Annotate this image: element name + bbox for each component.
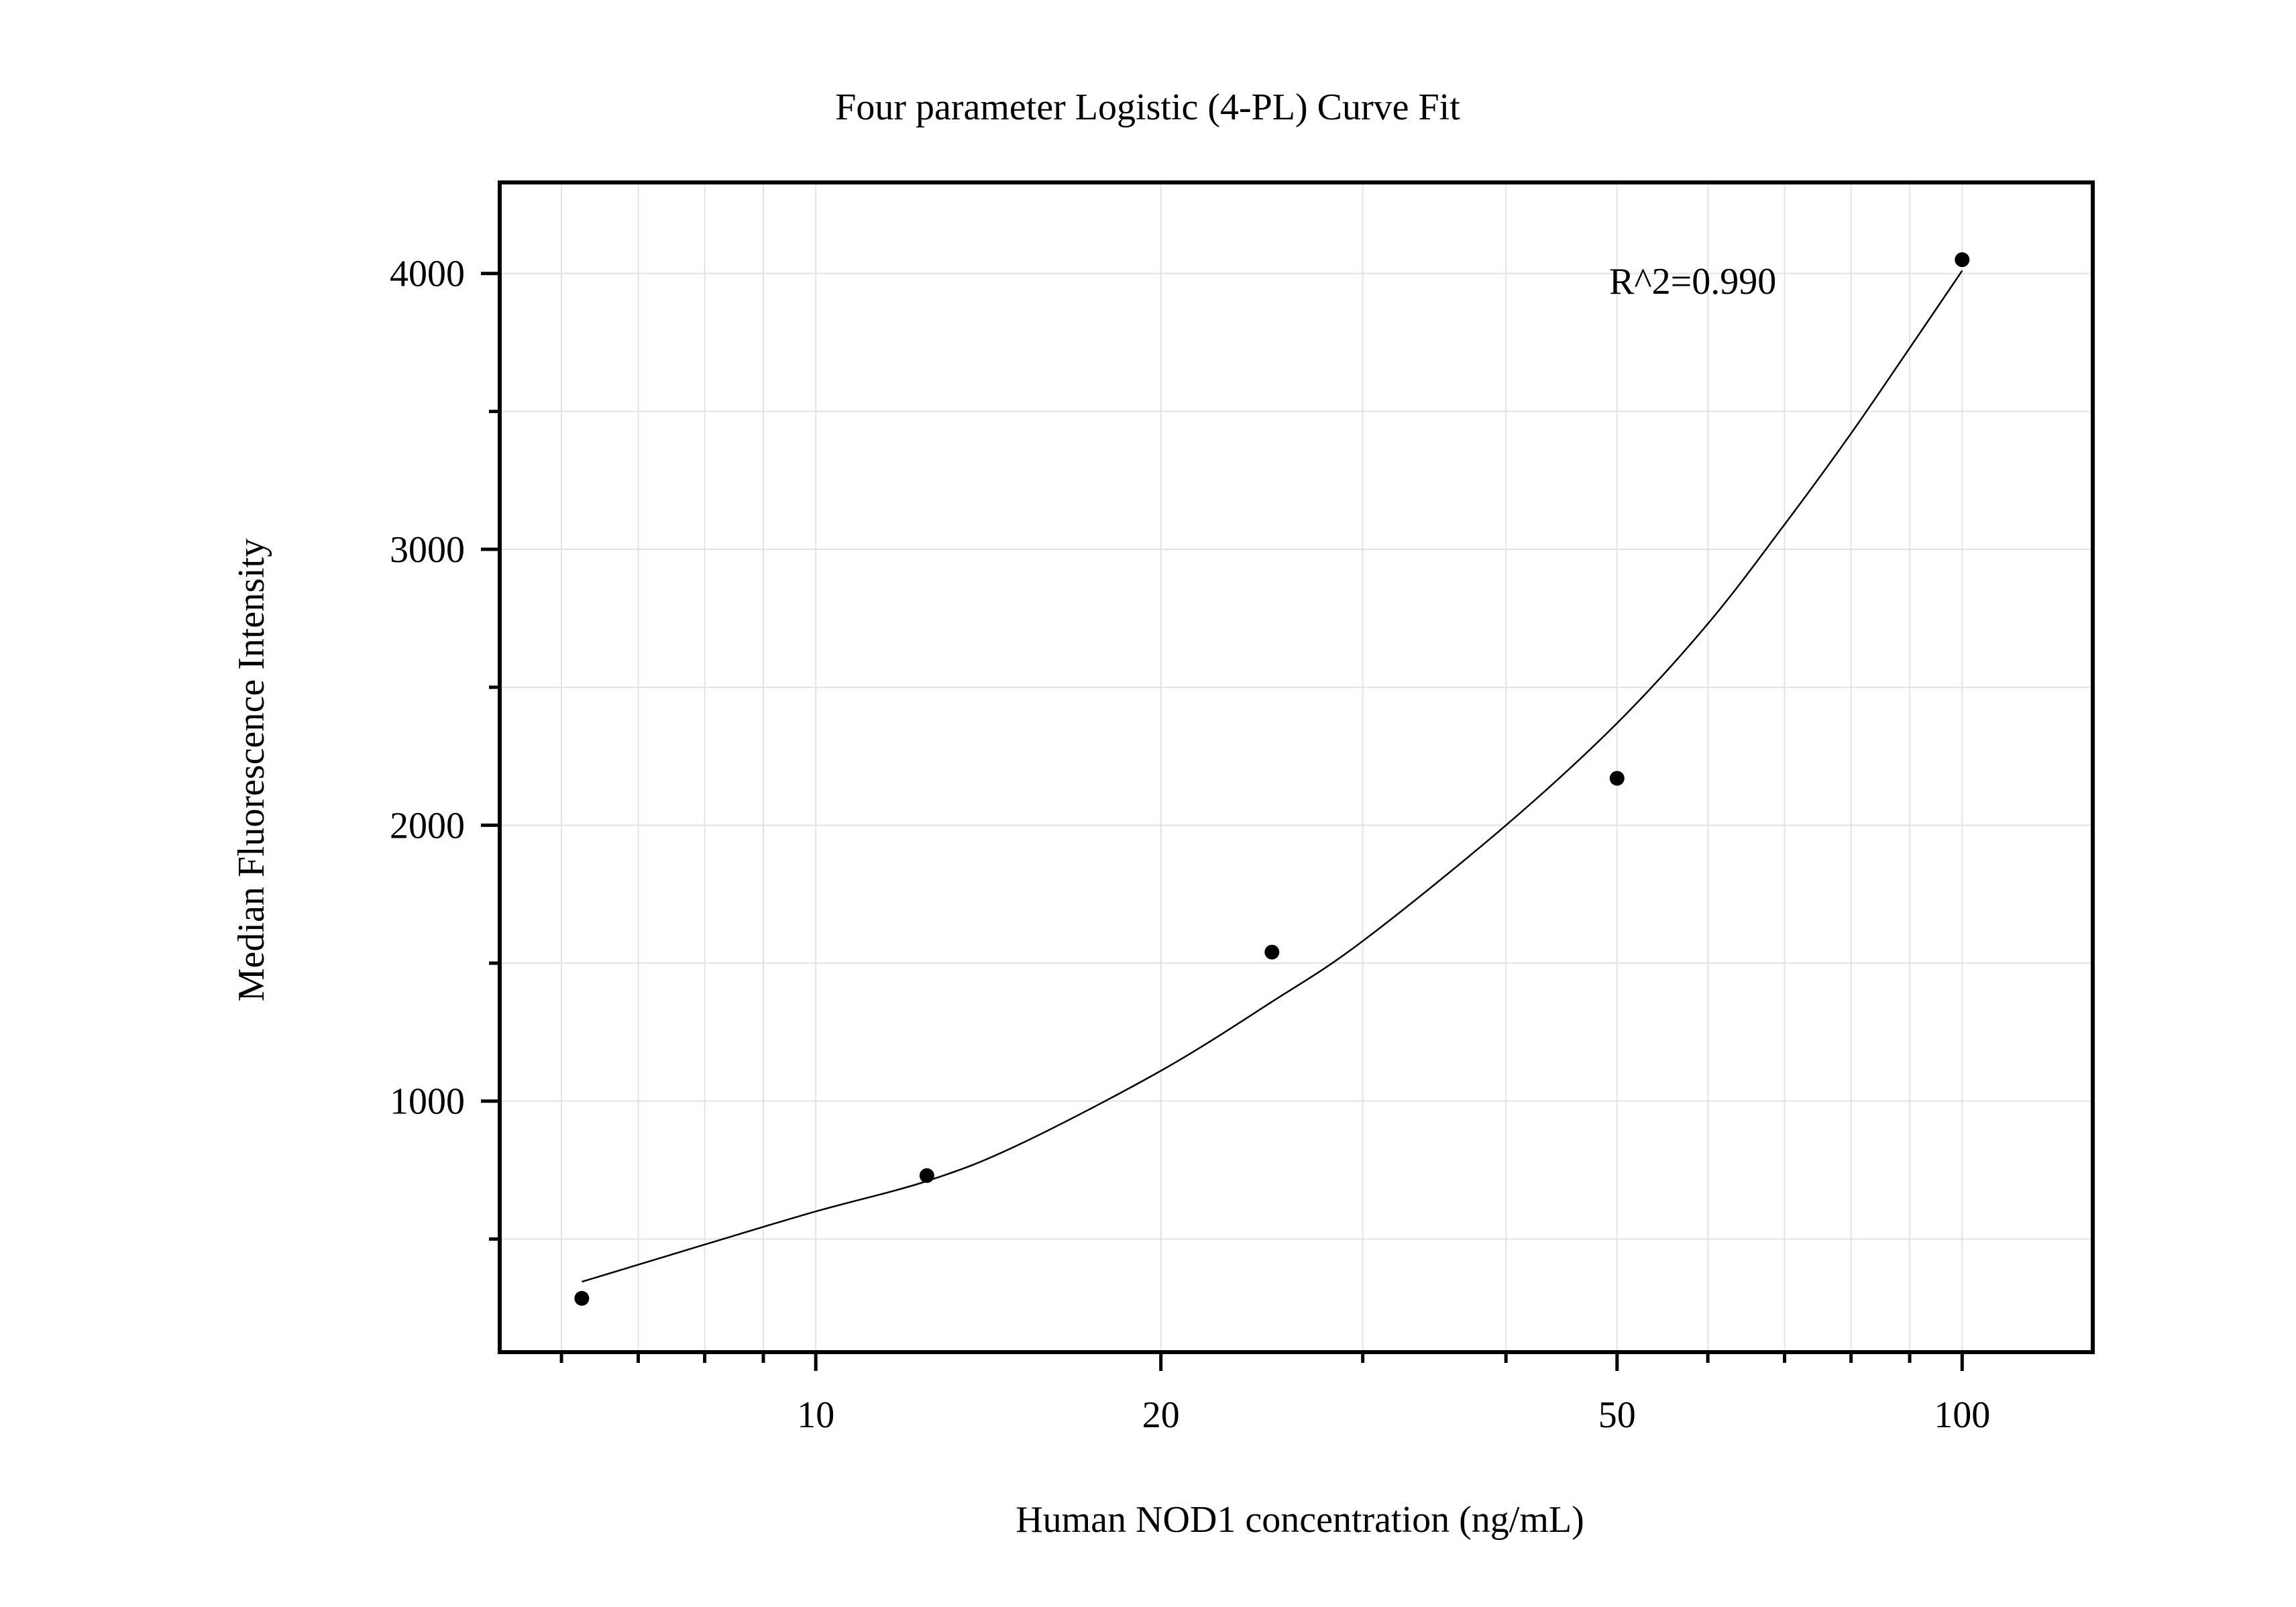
y-tick-label: 3000 [390,529,465,571]
fit-curve [582,270,1963,1283]
y-tick-label: 4000 [390,254,465,295]
x-tick-label: 100 [1934,1394,1990,1436]
axis-ticks [481,272,1964,1371]
grid [500,182,2093,1352]
x-tick-label: 10 [797,1394,834,1436]
y-tick-label: 2000 [390,805,465,846]
x-axis-label: Human NOD1 concentration (ng/mL) [1016,1499,1584,1541]
data-points-layer [574,252,1970,1306]
chart-title: Four parameter Logistic (4-PL) Curve Fit [835,87,1460,128]
data-point [1264,944,1280,960]
y-axis-label: Median Fluorescence Intensity [231,539,272,1001]
r-squared-annotation: R^2=0.990 [1609,261,1776,302]
plot-frame [498,180,2095,1354]
data-point [1609,771,1625,786]
x-tick-label: 50 [1598,1394,1636,1436]
data-point [574,1290,590,1306]
x-tick-label: 20 [1142,1394,1180,1436]
data-point [1955,252,1970,268]
y-tick-label: 1000 [390,1081,465,1123]
tick-labels: 10 20 50 100 1000 2000 3000 4000 [390,254,1990,1436]
fit-curve-layer [582,270,1963,1283]
data-point [919,1168,934,1183]
